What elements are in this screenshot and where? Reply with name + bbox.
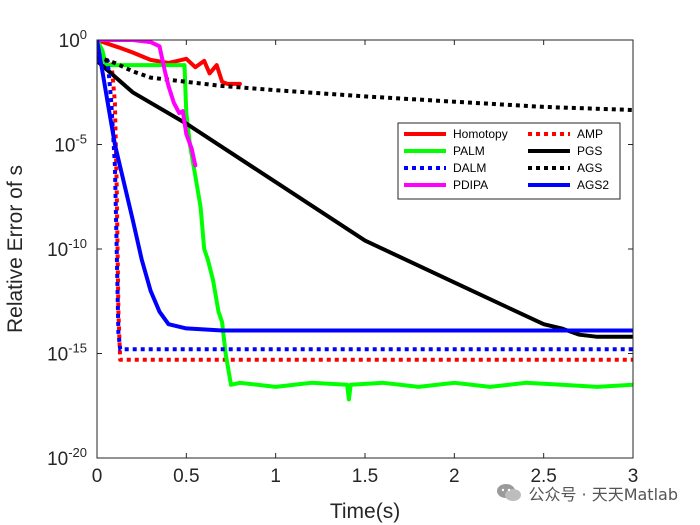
y-tick-label: 10-15 [47, 341, 87, 366]
y-tick-exponent: -5 [75, 132, 87, 147]
y-tick-base: 10 [47, 345, 68, 366]
x-tick-label: 0 [92, 466, 103, 487]
y-tick-label: 10-20 [47, 445, 87, 470]
series-line-pdipa [97, 40, 198, 168]
legend-label-pdipa: PDIPA [453, 178, 488, 192]
x-tick-label: 2.5 [530, 466, 556, 487]
series-line-amp [97, 58, 633, 362]
y-tick-base: 10 [54, 136, 75, 157]
x-tick-label: 2 [449, 466, 460, 487]
y-tick-label: 10-10 [47, 236, 87, 261]
y-tick-label: 100 [59, 27, 87, 52]
y-tick-label: 10-5 [54, 132, 87, 157]
legend-label-amp: AMP [577, 127, 603, 141]
legend-label-ags: AGS [577, 161, 602, 175]
legend-label-dalm: DALM [453, 161, 486, 175]
series-line-homotopy [97, 40, 242, 86]
series-line-pgs [97, 58, 633, 339]
y-axis-label: Relative Error of s [4, 165, 27, 333]
y-tick-exponent: 0 [80, 27, 87, 42]
legend-label-pgs: PGS [577, 144, 602, 158]
series-line-dalm [97, 58, 633, 352]
x-tick-label: 1 [270, 466, 281, 487]
y-tick-exponent: -20 [68, 445, 87, 460]
series-line-ags2 [97, 40, 633, 333]
watermark: 公众号 · 天天Matlab [496, 481, 678, 505]
legend-label-homotopy: Homotopy [453, 127, 508, 141]
series-line-ags [97, 54, 633, 112]
x-tick-label: 0.5 [173, 466, 199, 487]
series-layer [97, 40, 633, 402]
wechat-icon [497, 484, 522, 501]
plot-area [97, 40, 633, 458]
x-tick-label: 1.5 [352, 466, 378, 487]
legend-label-palm: PALM [453, 144, 485, 158]
legend: Homotopy AMP PALM PGS DALM AGS PDIPA AGS2 [397, 122, 621, 200]
watermark-text: 公众号 · 天天Matlab [528, 485, 678, 504]
y-tick-base: 10 [47, 240, 68, 261]
y-tick-exponent: -10 [68, 236, 87, 251]
legend-label-ags2: AGS2 [577, 178, 609, 192]
y-tick-exponent: -15 [68, 341, 87, 356]
y-tick-base: 10 [47, 449, 68, 470]
x-axis-label: Time(s) [330, 500, 400, 523]
y-tick-base: 10 [59, 31, 80, 52]
x-tick-label: 3 [628, 466, 639, 487]
series-line-palm [97, 40, 633, 402]
